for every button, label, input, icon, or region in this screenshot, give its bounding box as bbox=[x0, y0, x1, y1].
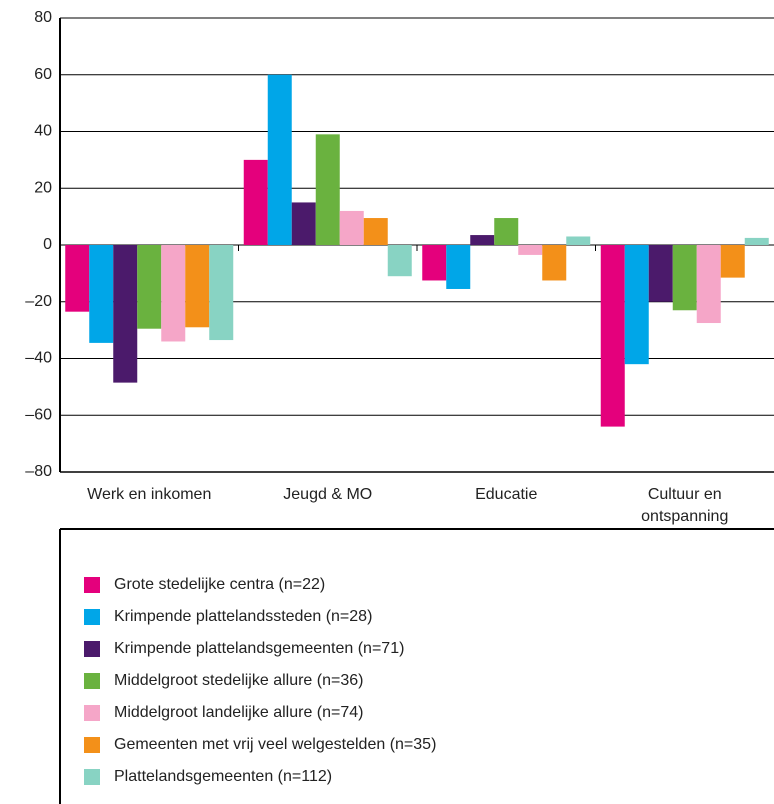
legend-label: Krimpende plattelandsgemeenten (n=71) bbox=[114, 640, 404, 657]
legend-swatch bbox=[84, 641, 100, 657]
y-tick-label: –20 bbox=[25, 293, 52, 310]
bar bbox=[185, 245, 210, 328]
legend-swatch bbox=[84, 769, 100, 785]
bar bbox=[291, 202, 316, 245]
legend-label: Middelgroot landelijke allure (n=74) bbox=[114, 704, 363, 721]
bar bbox=[720, 245, 745, 278]
x-tick-label: Educatie bbox=[475, 486, 538, 503]
bar bbox=[339, 210, 364, 245]
bar bbox=[89, 245, 114, 343]
x-tick-label: Werk en inkomen bbox=[87, 486, 212, 503]
legend-label: Plattelandsgemeenten (n=112) bbox=[114, 768, 332, 785]
y-tick-label: 80 bbox=[34, 9, 52, 26]
bar bbox=[65, 245, 90, 312]
x-tick-label: Jeugd & MO bbox=[283, 486, 373, 503]
y-tick-label: 0 bbox=[43, 236, 52, 253]
y-tick-label: 20 bbox=[34, 179, 52, 196]
legend-swatch bbox=[84, 737, 100, 753]
bar bbox=[363, 218, 388, 245]
bar bbox=[243, 159, 268, 245]
y-tick-label: 40 bbox=[34, 123, 52, 140]
bar bbox=[494, 218, 519, 245]
x-tick-label: Cultuur en ontspanning bbox=[641, 486, 729, 525]
bar bbox=[696, 245, 721, 324]
legend-swatch bbox=[84, 609, 100, 625]
bar bbox=[566, 236, 591, 245]
bar bbox=[672, 245, 697, 311]
bar bbox=[470, 235, 495, 245]
y-tick-label: –40 bbox=[25, 350, 52, 367]
bar bbox=[137, 245, 162, 329]
bar bbox=[744, 237, 769, 245]
bar bbox=[624, 245, 649, 365]
bar bbox=[315, 134, 340, 245]
bar bbox=[267, 74, 292, 245]
bar bbox=[600, 245, 625, 427]
bar bbox=[422, 245, 447, 281]
y-tick-label: –80 bbox=[25, 463, 52, 480]
legend-swatch bbox=[84, 577, 100, 593]
bar bbox=[518, 245, 543, 255]
bar bbox=[542, 245, 567, 281]
legend-label: Middelgroot stedelijke allure (n=36) bbox=[114, 672, 363, 689]
y-tick-label: 60 bbox=[34, 66, 52, 83]
bar bbox=[446, 245, 471, 289]
bar bbox=[113, 245, 138, 383]
bar bbox=[161, 245, 186, 342]
bar bbox=[387, 245, 412, 277]
legend-label: Krimpende plattelandssteden (n=28) bbox=[114, 608, 372, 625]
legend-label: Gemeenten met vrij veel welgestelden (n=… bbox=[114, 736, 436, 753]
legend-swatch bbox=[84, 673, 100, 689]
bar bbox=[209, 245, 234, 341]
y-tick-label: –60 bbox=[25, 406, 52, 423]
bar bbox=[648, 245, 673, 302]
legend-label: Grote stedelijke centra (n=22) bbox=[114, 576, 325, 593]
legend-swatch bbox=[84, 705, 100, 721]
